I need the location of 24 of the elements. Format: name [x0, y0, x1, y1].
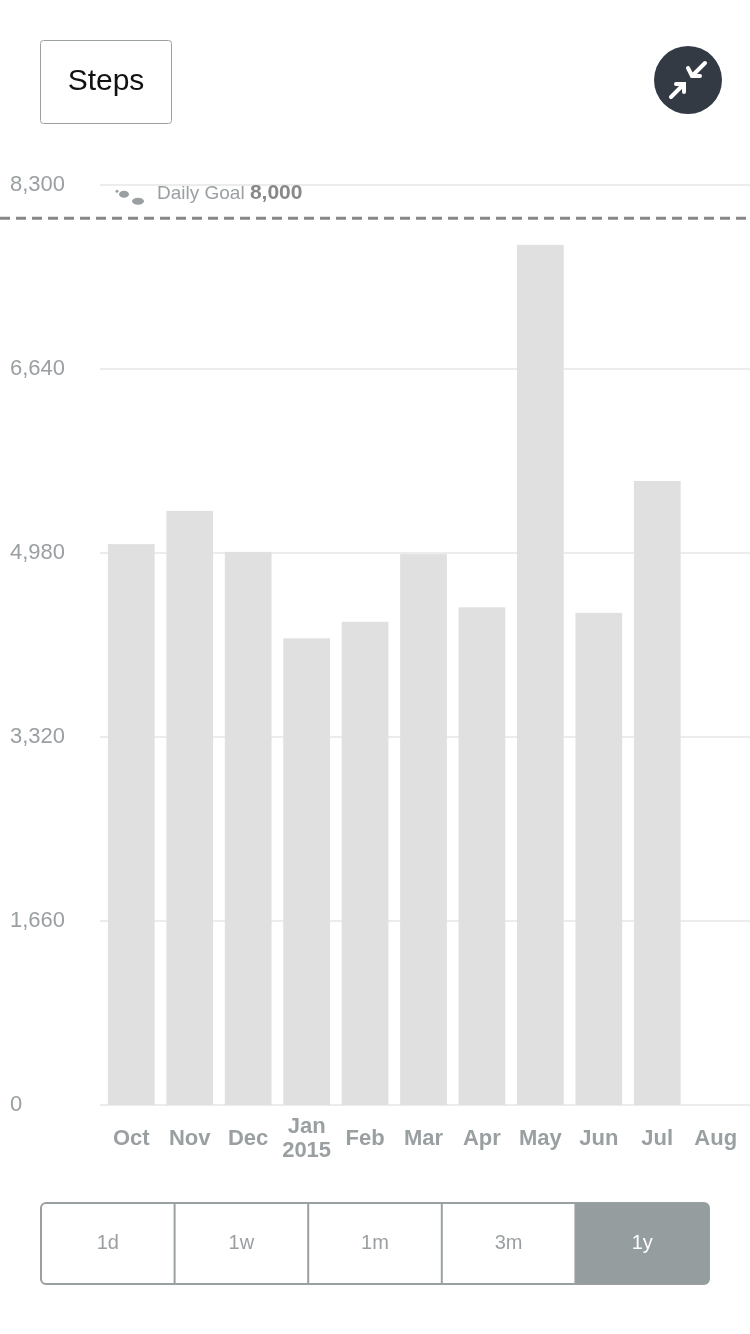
x-tick-label: Jan 2015 — [282, 1113, 332, 1162]
text: 1d — [96, 1231, 119, 1254]
x-tick-label: Aug — [694, 1125, 738, 1150]
x-tick-label: Dec — [228, 1125, 269, 1150]
x-tick-label: Nov — [168, 1125, 212, 1150]
y-tick-label: 0 — [10, 1090, 23, 1116]
x-tick-label: Apr — [463, 1125, 502, 1150]
text: 1m — [361, 1231, 389, 1254]
x-tick-label: Jul — [641, 1125, 674, 1150]
x-tick-label: May — [518, 1125, 563, 1150]
text: 3m — [494, 1231, 523, 1254]
y-tick-label: 3,320 — [10, 722, 66, 748]
ref-line-label: Daily Goal 8,000 — [157, 180, 303, 204]
y-tick-label: 6,640 — [10, 354, 66, 380]
chart-title: Steps — [67, 62, 145, 96]
x-tick-label: Jun — [579, 1125, 619, 1150]
x-tick-label: Mar — [403, 1125, 444, 1150]
x-tick-label: Feb — [345, 1125, 385, 1150]
y-tick-label: 8,300 — [10, 170, 66, 196]
text: 1y — [631, 1231, 653, 1254]
x-tick-label: Oct — [112, 1125, 151, 1150]
y-tick-label: 4,980 — [10, 538, 66, 564]
text: 1w — [228, 1231, 255, 1254]
y-tick-label: 1,660 — [10, 906, 66, 932]
